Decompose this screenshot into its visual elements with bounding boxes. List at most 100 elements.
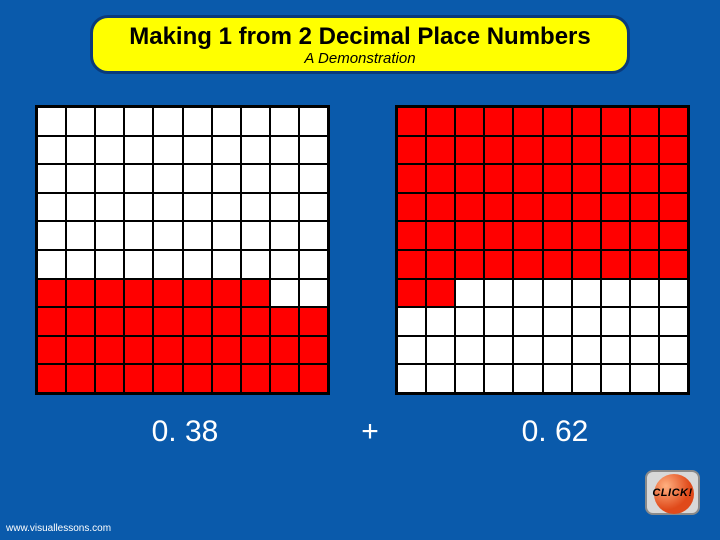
grid-cell [37,164,66,193]
grid-cell [66,221,95,250]
grid-cell [513,164,542,193]
grid-cell [183,250,212,279]
grid-left [35,105,330,395]
grid-cell [66,107,95,136]
grid-cell [37,107,66,136]
grid-cell [153,250,182,279]
grid-cell [153,307,182,336]
grid-cell [95,136,124,165]
grid-cell [572,136,601,165]
grid-cell [95,107,124,136]
grid-cell [212,279,241,308]
grid-cell [513,250,542,279]
grid-cell [659,164,688,193]
grid-cell [124,193,153,222]
title-main: Making 1 from 2 Decimal Place Numbers [103,24,617,50]
grid-cell [601,193,630,222]
grid-cell [153,336,182,365]
grid-cell [212,164,241,193]
grid-cell [484,107,513,136]
grid-cell [572,364,601,393]
grid-cell [572,250,601,279]
grid-cell [601,164,630,193]
grid-cell [543,307,572,336]
grid-cell [270,307,299,336]
grid-cell [183,279,212,308]
grid-cell [659,336,688,365]
grid-cell [212,307,241,336]
grid-cell [484,136,513,165]
grid-cell [659,221,688,250]
grid-cell [153,164,182,193]
grid-cell [153,364,182,393]
grid-cell [299,307,328,336]
grid-cell [426,164,455,193]
grid-cell [426,193,455,222]
grid-cell [455,221,484,250]
grid-cell [183,336,212,365]
grid-cell [95,279,124,308]
grid-cell [630,107,659,136]
grid-cell [241,336,270,365]
grid-cell [455,307,484,336]
grid-cell [572,336,601,365]
grid-cell [397,136,426,165]
grid-cell [455,364,484,393]
grid-cell [299,136,328,165]
grid-cell [153,221,182,250]
grid-cell [270,136,299,165]
grid-cell [241,279,270,308]
grid-cell [543,336,572,365]
grid-cell [543,136,572,165]
grid-cell [270,364,299,393]
grid-cell [66,193,95,222]
grid-cell [153,279,182,308]
grid-cell [513,107,542,136]
grid-cell [455,164,484,193]
grid-cell [124,307,153,336]
grid-cell [37,336,66,365]
grid-cell [659,307,688,336]
grid-cell [601,136,630,165]
grid-cell [270,279,299,308]
right-value-label: 0. 62 [480,415,630,449]
grid-cell [95,364,124,393]
grid-cell [659,193,688,222]
grid-cell [426,250,455,279]
grid-cell [212,364,241,393]
grid-cell [630,336,659,365]
grid-cell [484,164,513,193]
grid-cell [601,336,630,365]
grid-cell [124,221,153,250]
grid-cell [397,307,426,336]
grid-cell [124,136,153,165]
grid-cell [397,279,426,308]
grid-cell [513,279,542,308]
grid-cell [630,164,659,193]
grid-cell [513,136,542,165]
grid-cell [513,193,542,222]
grid-cell [484,307,513,336]
grid-cell [299,279,328,308]
grid-cell [95,336,124,365]
grid-cell [572,221,601,250]
left-value-label: 0. 38 [110,415,260,449]
grid-cell [397,193,426,222]
grid-cell [455,279,484,308]
footer-url: www.visuallessons.com [6,523,111,534]
grid-cell [397,221,426,250]
grid-cell [659,279,688,308]
title-sub: A Demonstration [103,50,617,67]
grid-cell [241,250,270,279]
click-button[interactable]: CLICK! [645,470,700,515]
grid-cell [37,193,66,222]
grid-cell [66,307,95,336]
grid-cell [95,193,124,222]
grid-cell [513,336,542,365]
grid-cell [183,107,212,136]
grid-cell [543,279,572,308]
grid-cell [484,250,513,279]
grid-cell [270,336,299,365]
grid-cell [455,107,484,136]
grid-cell [455,136,484,165]
